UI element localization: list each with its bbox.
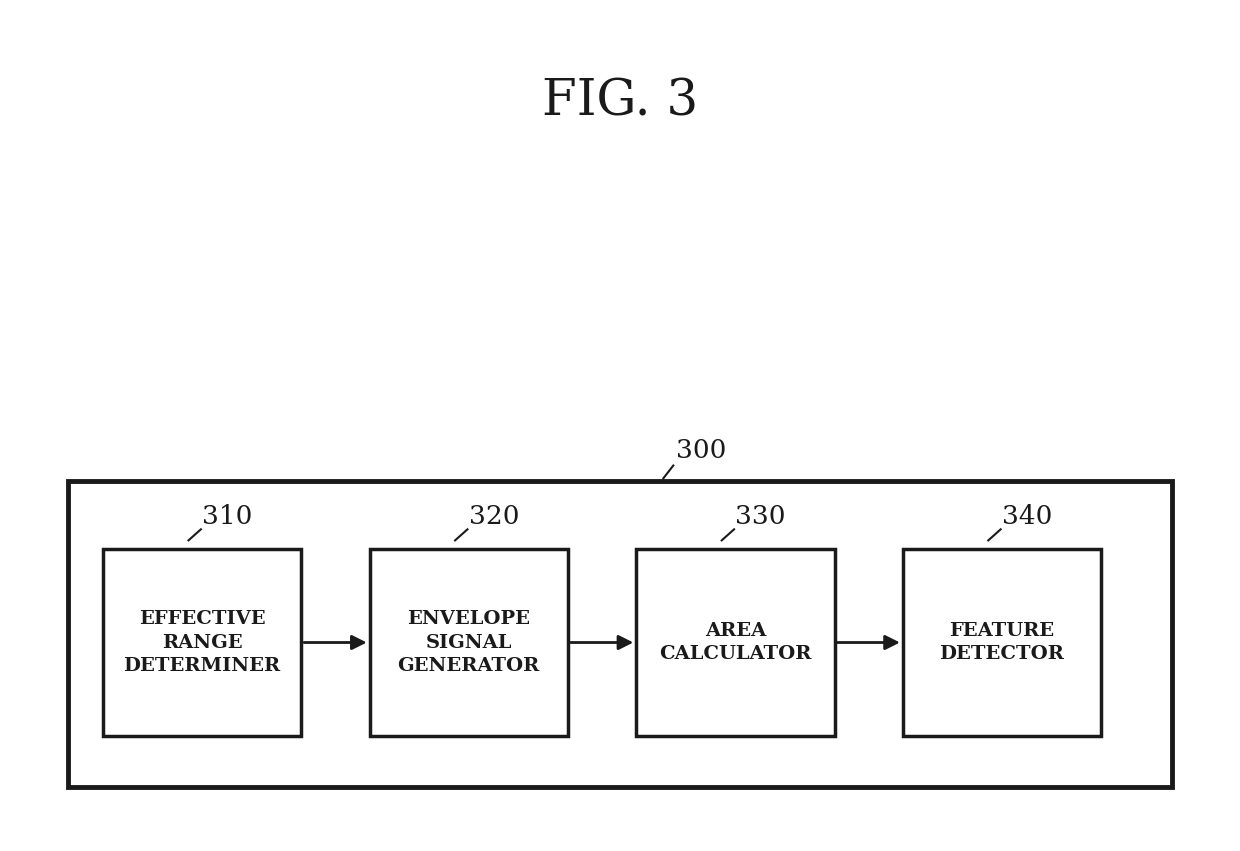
- Text: FEATURE
DETECTOR: FEATURE DETECTOR: [940, 622, 1064, 663]
- Text: ENVELOPE
SIGNAL
GENERATOR: ENVELOPE SIGNAL GENERATOR: [398, 610, 539, 675]
- Text: EFFECTIVE
RANGE
DETERMINER: EFFECTIVE RANGE DETERMINER: [124, 610, 280, 675]
- Text: 340: 340: [1002, 505, 1053, 529]
- Text: 330: 330: [735, 505, 786, 529]
- Text: FIG. 3: FIG. 3: [542, 77, 698, 127]
- Bar: [370, 549, 568, 736]
- Text: 320: 320: [469, 505, 520, 529]
- Text: 300: 300: [676, 438, 727, 463]
- Text: AREA
CALCULATOR: AREA CALCULATOR: [660, 622, 811, 663]
- Text: 310: 310: [202, 505, 253, 529]
- Bar: [636, 549, 835, 736]
- Bar: [903, 549, 1101, 736]
- Bar: [68, 481, 1172, 787]
- Bar: [103, 549, 301, 736]
